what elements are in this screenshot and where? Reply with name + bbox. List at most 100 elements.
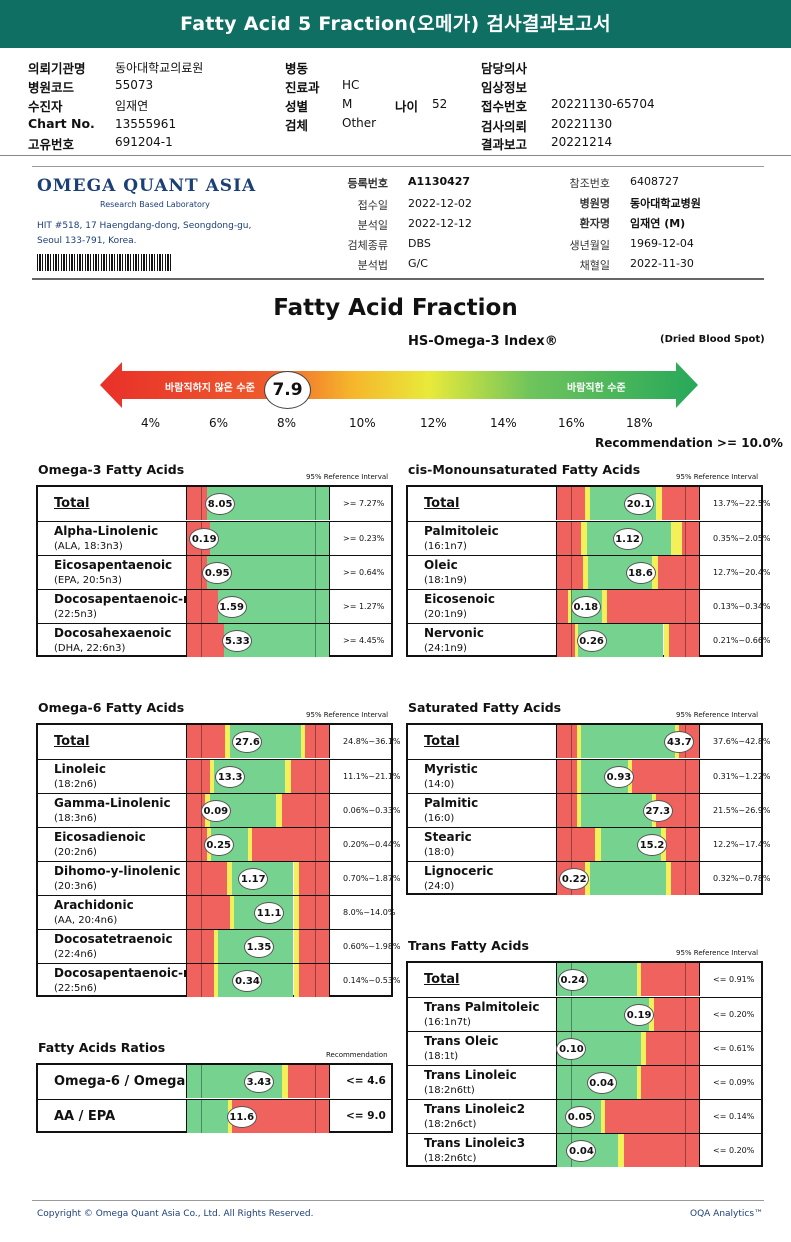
bar-gridline [314,522,316,555]
bar-zone [187,487,207,520]
lab-logo-subtitle: Research Based Laboratory [100,200,210,209]
bar-zone [666,828,699,861]
result-value-marker: 15.2 [637,834,668,856]
reference-range: 0.14%~0.53% [343,976,401,985]
bar-zone [557,794,577,827]
divider [32,1200,764,1201]
bar-zone [581,522,587,555]
reference-range: 24.8%~36.1% [343,737,401,746]
result-bar: 1.35 [186,930,330,963]
bar-zone [557,624,576,657]
result-bar: 1.17 [186,862,330,895]
bar-gridline [201,487,203,520]
gauge-tick-label: 16% [558,416,585,430]
bar-zone [225,725,230,758]
lab-address-line: HIT #518, 17 Haengdang-dong, Seongdong-g… [37,221,252,231]
analyte-name: Lignoceric [424,864,494,878]
result-value-marker: 0.10 [556,1038,587,1060]
bar-zone [582,556,589,589]
reference-range: <= 9.0 [346,1110,386,1122]
result-value-marker: 8.05 [205,493,236,515]
analyte-code: (24:1n9) [424,643,467,654]
bar-zone [581,794,653,827]
bar-zone [229,896,234,929]
analyte-name: Eicosapentaenoic [54,558,173,572]
analyte-name: Nervonic [424,626,484,640]
reference-range: 0.20%~0.44% [343,840,401,849]
bar-zone [299,930,329,963]
result-bar: 11.1 [186,896,330,929]
bar-zone [557,828,596,861]
bar-zone [576,760,582,793]
result-row: Linoleic (18:2n6) 13.3 11.1%~21.1% [38,759,401,793]
section-title: Trans Fatty Acids [408,938,529,953]
bar-gridline [571,725,573,758]
result-value-marker: 11.6 [226,1106,257,1128]
reference-interval-label: 95% Reference Interval [676,473,759,481]
bar-gridline [684,556,686,589]
bar-zone [601,1100,606,1133]
result-bar: 13.3 [186,760,330,793]
results-panel: Total 0.24 <= 0.91% Trans Palmitoleic (16:1n… [406,961,763,1167]
bar-zone [287,1065,329,1098]
section-title: Saturated Fatty Acids [408,700,562,715]
result-value-marker: 1.35 [244,936,274,958]
result-bar: 27.6 [186,725,330,758]
info-label: 병원코드 [28,80,75,95]
info-value: 20221130 [551,117,613,131]
result-row: AA / EPA 11.6 <= 9.0 [38,1099,391,1133]
info-label: 진료과 [285,80,320,95]
analyte-name: Docosapentaenoic-n3 [54,592,200,606]
info-value: 52 [432,97,448,111]
reference-interval-label: 95% Reference Interval [306,711,389,719]
result-bar: 1.59 [186,590,330,623]
analyte-code: (20:2n6) [54,847,97,858]
analyte-name: Trans Palmitoleic [424,1000,540,1014]
result-bar: 0.24 [556,963,700,996]
result-row: Omega-6 / Omega-3 3.43 <= 4.6 [38,1065,391,1099]
result-bar: 27.3 [556,794,700,827]
analyte-name: Total [424,734,460,749]
result-row: Dihomo-y-linolenic (20:3n6) 1.17 0.70%~1.87… [38,861,401,895]
result-bar: 15.2 [556,828,700,861]
bar-zone [568,590,572,623]
bar-gridline [201,930,203,963]
bar-zone [602,590,607,623]
result-value-marker: 0.18 [570,596,601,618]
analyte-code: (18:3n6) [54,813,97,824]
analyte-name: Linoleic [54,762,107,776]
result-bar: 43.7 [556,725,700,758]
bar-zone [187,590,219,623]
bar-zone [282,1065,288,1098]
result-value-marker: 0.24 [557,969,588,991]
lab-address-line: Seoul 133-791, Korea. [37,236,137,246]
result-bar: 0.25 [186,828,330,861]
bar-gridline [684,828,686,861]
bar-gridline [314,760,316,793]
analyte-name: Total [54,496,90,511]
specimen-note: (Dried Blood Spot) [660,334,765,345]
bar-zone [187,794,206,827]
section-title: Omega-3 Fatty Acids [38,462,185,477]
result-bar: 3.43 [186,1065,330,1098]
bar-zone [576,725,582,758]
result-row: Nervonic (24:1n9) 0.26 0.21%~0.66% [408,623,771,657]
reference-range: <= 0.91% [713,975,755,984]
reference-range: 21.5%~26.9% [713,806,771,815]
registration-value: A1130427 [408,175,471,188]
bar-zone [640,1032,647,1065]
reference-range: 12.2%~17.4% [713,840,771,849]
result-bar: 0.18 [556,590,700,623]
reference-range: >= 0.23% [343,534,385,543]
reference-range: <= 0.09% [713,1078,755,1087]
bar-zone [557,556,583,589]
result-bar: 0.04 [556,1066,700,1099]
bar-gridline [684,1066,686,1099]
copyright: Copyright © Omega Quant Asia Co., Ltd. A… [37,1209,314,1219]
analyte-name: Total [424,496,460,511]
bar-zone [187,930,214,963]
bar-gridline [201,1065,203,1098]
info-label: 수진자 [28,99,63,114]
result-bar: 0.05 [556,1100,700,1133]
analyte-code: (24:0) [424,881,455,892]
